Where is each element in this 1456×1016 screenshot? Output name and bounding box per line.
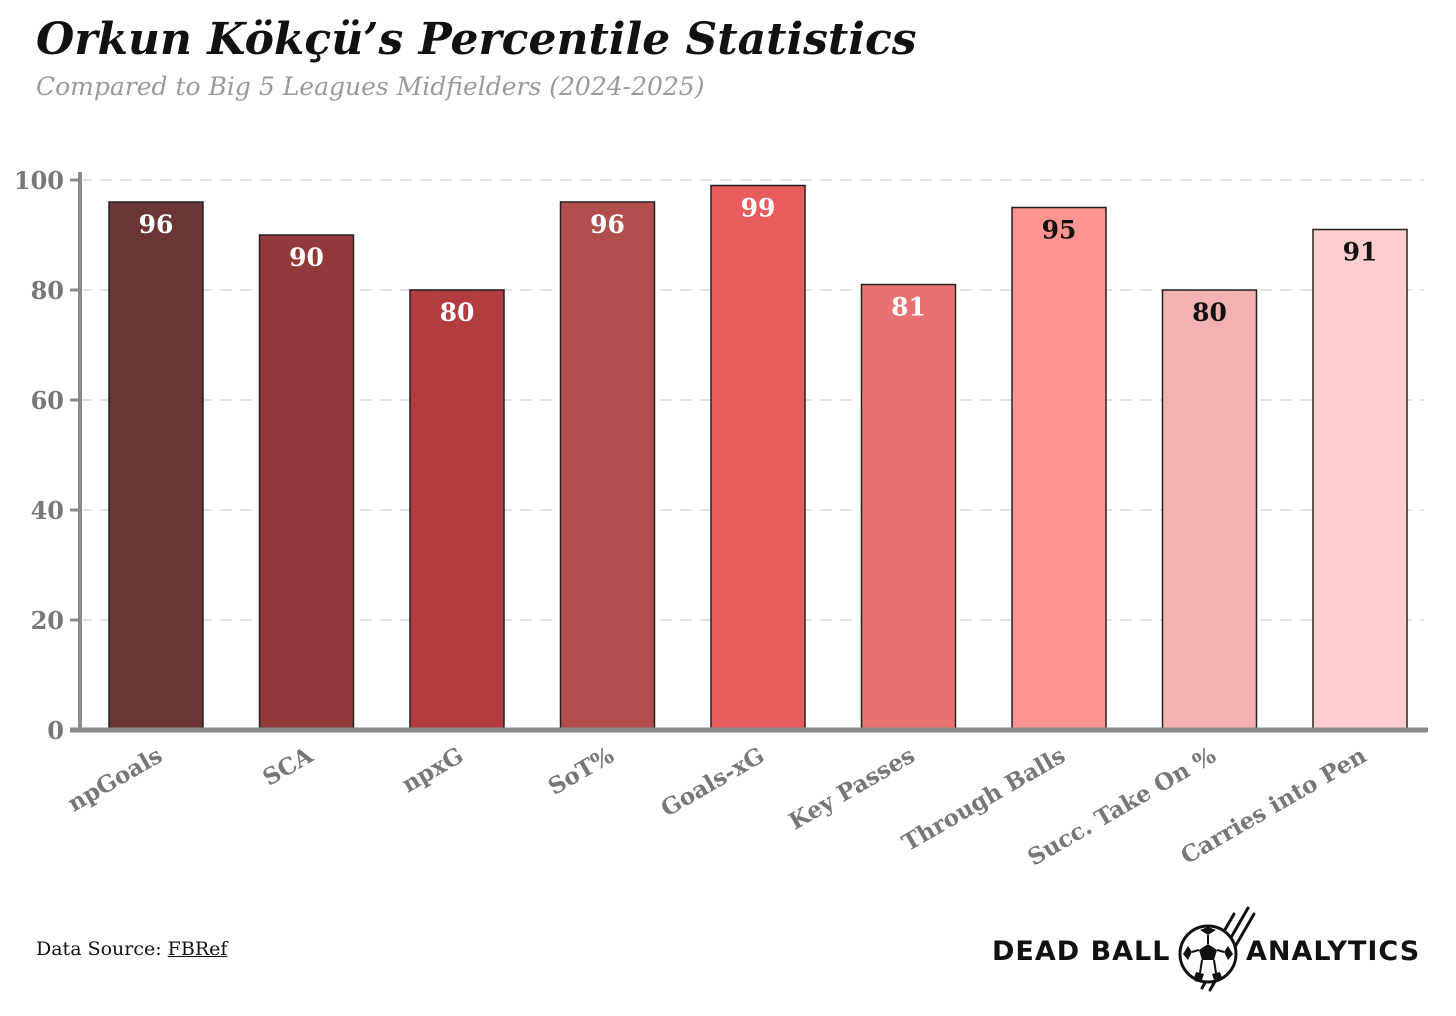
bar-value-label: 99 bbox=[741, 194, 776, 223]
bar bbox=[559, 201, 656, 731]
bar bbox=[409, 289, 505, 731]
y-tick-label: 0 bbox=[47, 716, 64, 745]
bar bbox=[1011, 206, 1107, 731]
bar bbox=[1161, 289, 1258, 731]
data-source-link[interactable]: FBRef bbox=[167, 938, 228, 960]
bar-value-label: 96 bbox=[590, 210, 625, 239]
bar bbox=[1312, 228, 1408, 731]
y-tick-label: 60 bbox=[31, 386, 64, 415]
x-tick-label: npxG bbox=[397, 742, 468, 798]
bar-chart: 0 20 40 60 80 100 96 npGoals 90 SCA 80 npxG 96 SoT% 99… bbox=[14, 166, 1428, 871]
y-tick-label: 100 bbox=[14, 166, 64, 195]
x-tick-label: Key Passes bbox=[784, 742, 919, 836]
bar bbox=[710, 184, 806, 731]
bar bbox=[108, 201, 204, 731]
bar-value-label: 96 bbox=[139, 210, 174, 239]
bar bbox=[860, 283, 957, 731]
bar-value-label: 91 bbox=[1343, 238, 1378, 267]
y-tick-label: 40 bbox=[31, 496, 64, 525]
x-tick-label: Goals-xG bbox=[656, 742, 769, 823]
x-tick-label: npGoals bbox=[63, 742, 167, 818]
brand-logo: DEAD BALL ANALYTICS bbox=[990, 902, 1440, 994]
y-tick-label: 80 bbox=[31, 276, 64, 305]
chart-title: Orkun Kökçü’s Percentile Statistics bbox=[36, 14, 917, 65]
bar-value-label: 80 bbox=[440, 298, 475, 327]
soccer-ball-icon bbox=[1178, 906, 1256, 992]
bar-value-label: 95 bbox=[1042, 216, 1077, 245]
bar-value-label: 90 bbox=[289, 243, 324, 272]
bar bbox=[258, 234, 355, 731]
bar-value-label: 81 bbox=[891, 293, 926, 322]
y-tick-label: 20 bbox=[31, 606, 64, 635]
data-source: Data Source: FBRef bbox=[36, 938, 227, 960]
brand-name-right: ANALYTICS bbox=[1246, 936, 1421, 967]
x-tick-label: SCA bbox=[258, 741, 318, 791]
data-source-label: Data Source: bbox=[36, 938, 168, 960]
brand-name-left: DEAD BALL bbox=[992, 936, 1171, 967]
chart-subtitle: Compared to Big 5 Leagues Midfielders (2… bbox=[36, 72, 705, 101]
bar-value-label: 80 bbox=[1192, 298, 1227, 327]
x-tick-label: SoT% bbox=[544, 742, 619, 801]
